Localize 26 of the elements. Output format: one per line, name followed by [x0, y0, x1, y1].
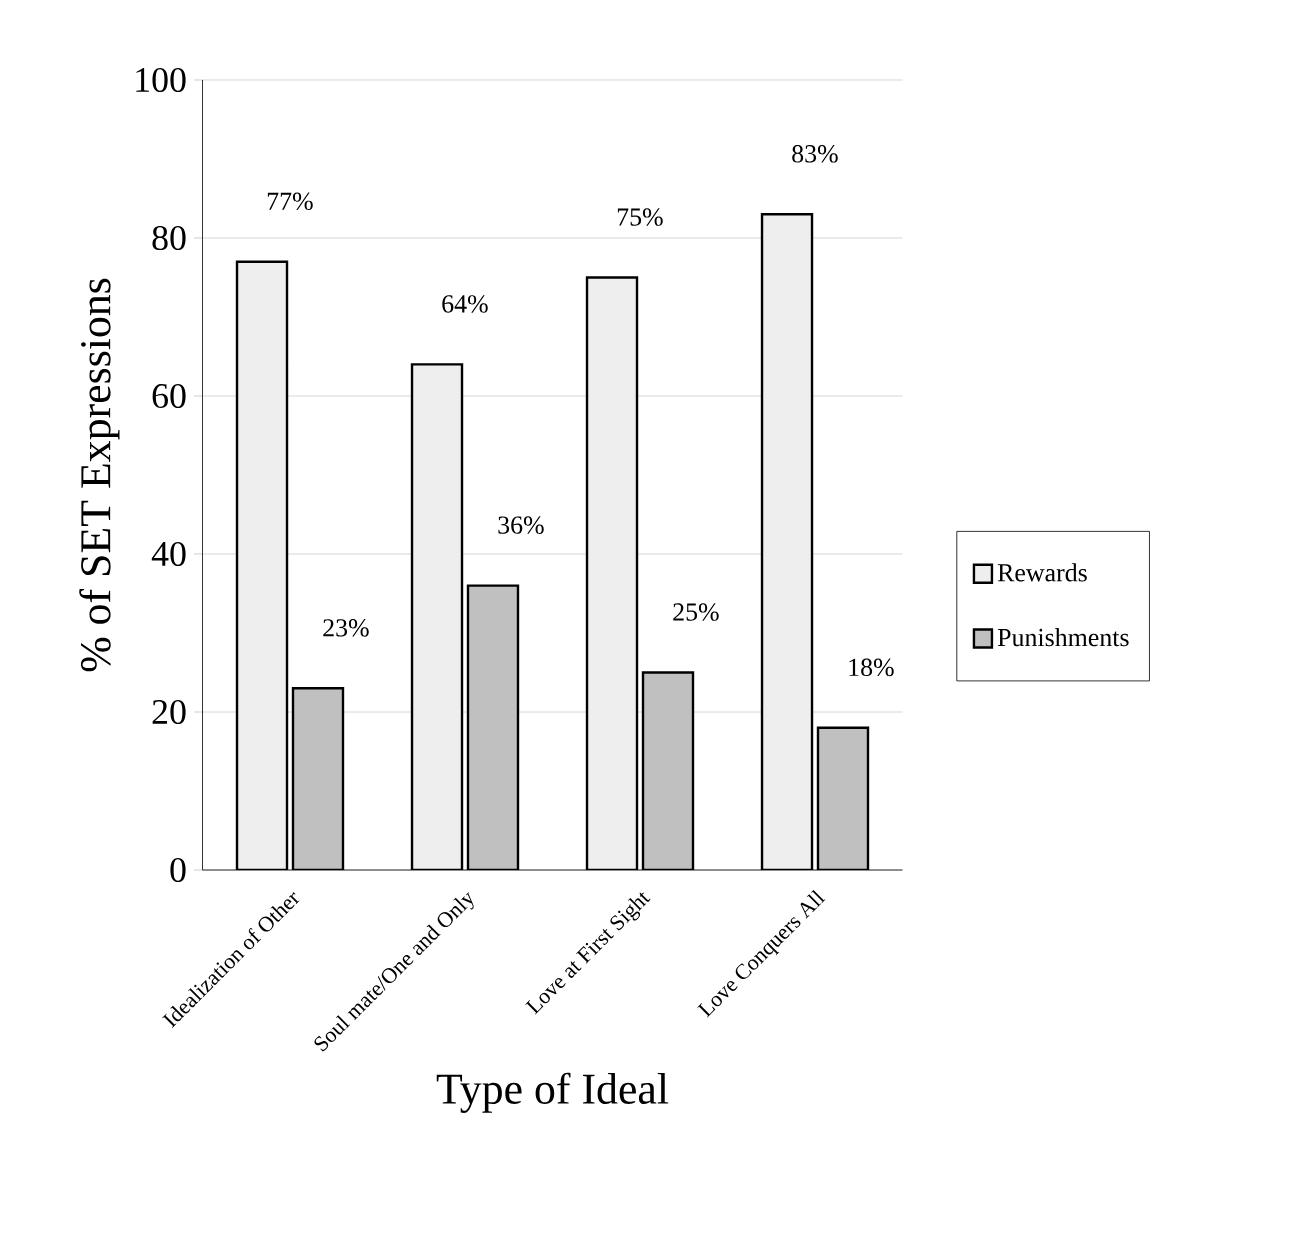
bar [641, 671, 695, 870]
data-label: 18% [849, 658, 894, 677]
data-label: 25% [673, 603, 719, 621]
bar [410, 363, 464, 870]
data-label: 64% [442, 295, 488, 313]
bar [235, 260, 289, 870]
data-label: 23% [323, 619, 369, 637]
y-tick-label: 40 [151, 541, 186, 567]
y-tick-label: 0 [170, 857, 186, 883]
y-axis-title: % of SET Expressions [79, 278, 120, 672]
bar [816, 726, 870, 870]
bar [760, 213, 814, 870]
data-label: 83% [792, 145, 838, 163]
legend-label: Punishments [997, 628, 1129, 647]
x-axis-title: Type of Ideal [436, 1072, 669, 1113]
bar [585, 276, 639, 870]
data-label: 77% [267, 192, 313, 211]
data-label: 75% [617, 208, 663, 226]
legend-label: Rewards [997, 563, 1087, 582]
bar [291, 687, 345, 870]
y-tick-label: 80 [152, 225, 186, 251]
data-label: 36% [498, 516, 544, 534]
y-tick-label: 60 [152, 383, 186, 409]
bar [466, 584, 520, 870]
y-tick-label: 100 [136, 67, 186, 93]
y-tick-label: 20 [152, 699, 186, 725]
